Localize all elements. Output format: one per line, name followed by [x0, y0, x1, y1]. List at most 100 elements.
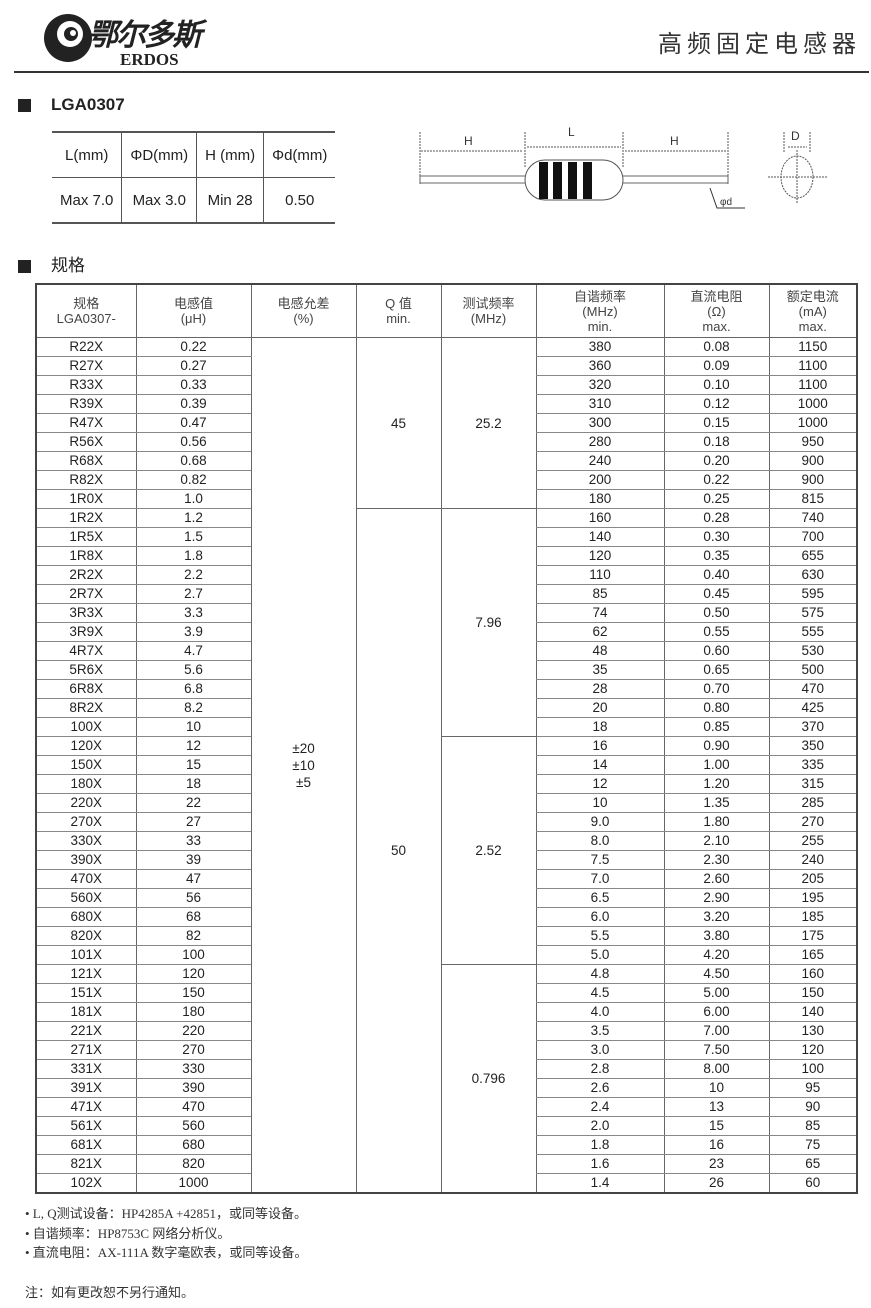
- table-row: 1R2X 1.2 50 7.96 160 0.28 740: [35, 508, 857, 1194]
- label-wire-diameter: φd: [720, 197, 732, 208]
- table-row: 270X 27 9.0 1.80 270: [35, 812, 857, 832]
- rated-current: 900: [768, 451, 857, 471]
- dcr-max: 0.15: [663, 413, 769, 433]
- dcr-max: 0.22: [663, 470, 769, 490]
- column-header: 规格 LGA0307-: [35, 284, 136, 338]
- srf-min: 6.5: [535, 888, 664, 908]
- inductance: 680: [135, 1135, 251, 1155]
- srf-min: 7.5: [535, 850, 664, 870]
- section-heading-model: LGA0307: [18, 95, 125, 115]
- rated-current: 100: [768, 1059, 857, 1079]
- part-number: 271X: [35, 1040, 136, 1060]
- square-bullet-icon: [18, 260, 31, 274]
- table-row: 101X 100 5.0 4.20 165: [35, 945, 857, 965]
- srf-min: 20: [535, 698, 664, 718]
- inductance: 33: [135, 831, 251, 851]
- column-header-line: 直流电阻: [690, 288, 743, 304]
- dcr-max: 0.28: [663, 508, 769, 528]
- rated-current: 1100: [768, 356, 857, 376]
- inductance: 0.39: [135, 394, 251, 414]
- table-row: 150X 15 14 1.00 335: [35, 755, 857, 775]
- rated-current: 425: [768, 698, 857, 718]
- rated-current: 90: [768, 1097, 857, 1117]
- rated-current: 530: [768, 641, 857, 661]
- dcr-max: 26: [663, 1173, 769, 1194]
- inductance: 1.5: [135, 527, 251, 547]
- footer-note: 注：如有更改恕不另行通知。: [25, 1285, 195, 1300]
- srf-min: 110: [535, 565, 664, 585]
- dcr-max: 15: [663, 1116, 769, 1136]
- table-row: 680X 68 6.0 3.20 185: [35, 907, 857, 927]
- dcr-max: 0.90: [663, 736, 769, 756]
- table-row: R68X 0.68 240 0.20 900: [35, 451, 857, 471]
- part-number: 560X: [35, 888, 136, 908]
- inductance: 82: [135, 926, 251, 946]
- erdos-logo: 鄂尔多斯 ERDOS: [40, 8, 230, 70]
- table-row: 1R0X 1.0 180 0.25 815: [35, 489, 857, 509]
- part-number: 820X: [35, 926, 136, 946]
- part-number: 331X: [35, 1059, 136, 1079]
- column-header-line: min.: [386, 311, 411, 326]
- dcr-max: 23: [663, 1154, 769, 1174]
- table-row: R33X 0.33 320 0.10 1100: [35, 375, 857, 395]
- inductance: 470: [135, 1097, 251, 1117]
- srf-min: 1.4: [535, 1173, 664, 1194]
- table-row: 1R5X 1.5 140 0.30 700: [35, 527, 857, 547]
- srf-min: 120: [535, 546, 664, 566]
- srf-min: 6.0: [535, 907, 664, 927]
- rated-current: 1150: [768, 337, 857, 357]
- dcr-max: 16: [663, 1135, 769, 1155]
- column-header-line: 自谐频率: [573, 288, 626, 304]
- column-header-line: (μH): [180, 311, 207, 326]
- part-number: R47X: [35, 413, 136, 433]
- srf-min: 140: [535, 527, 664, 547]
- rated-current: 500: [768, 660, 857, 680]
- inductance: 0.68: [135, 451, 251, 471]
- table-row: 4R7X 4.7 48 0.60 530: [35, 641, 857, 661]
- part-number: 101X: [35, 945, 136, 965]
- rated-current: 205: [768, 869, 857, 889]
- dcr-max: 7.00: [663, 1021, 769, 1041]
- part-number: R56X: [35, 432, 136, 452]
- inductance: 3.9: [135, 622, 251, 642]
- part-number: 150X: [35, 755, 136, 775]
- column-header-line: 规格: [73, 296, 100, 311]
- part-number: 1R8X: [35, 546, 136, 566]
- dcr-max: 6.00: [663, 1002, 769, 1022]
- dcr-max: 0.40: [663, 565, 769, 585]
- q-min: 45: [355, 337, 441, 509]
- inductance: 150: [135, 983, 251, 1003]
- rated-current: 120: [768, 1040, 857, 1060]
- dim-value: Max 3.0: [121, 177, 197, 223]
- table-row: 470X 47 7.0 2.60 205: [35, 869, 857, 889]
- dcr-max: 0.65: [663, 660, 769, 680]
- srf-min: 240: [535, 451, 664, 471]
- srf-min: 7.0: [535, 869, 664, 889]
- rated-current: 470: [768, 679, 857, 699]
- srf-min: 18: [535, 717, 664, 737]
- srf-min: 4.0: [535, 1002, 664, 1022]
- column-header: 自谐频率 (MHz) min.: [535, 284, 664, 338]
- inductance: 820: [135, 1154, 251, 1174]
- srf-min: 3.0: [535, 1040, 664, 1060]
- inductance: 0.82: [135, 470, 251, 490]
- column-header: 额定电流 (mA) max.: [768, 284, 857, 338]
- inductance: 15: [135, 755, 251, 775]
- srf-min: 62: [535, 622, 664, 642]
- rated-current: 270: [768, 812, 857, 832]
- srf-min: 9.0: [535, 812, 664, 832]
- dcr-max: 0.08: [663, 337, 769, 357]
- srf-min: 2.0: [535, 1116, 664, 1136]
- rated-current: 185: [768, 907, 857, 927]
- table-row: 560X 56 6.5 2.90 195: [35, 888, 857, 908]
- rated-current: 335: [768, 755, 857, 775]
- inductance: 18: [135, 774, 251, 794]
- srf-min: 8.0: [535, 831, 664, 851]
- inductance: 56: [135, 888, 251, 908]
- rated-current: 900: [768, 470, 857, 490]
- inductance: 270: [135, 1040, 251, 1060]
- rated-current: 1000: [768, 413, 857, 433]
- rated-current: 240: [768, 850, 857, 870]
- srf-min: 280: [535, 432, 664, 452]
- rated-current: 950: [768, 432, 857, 452]
